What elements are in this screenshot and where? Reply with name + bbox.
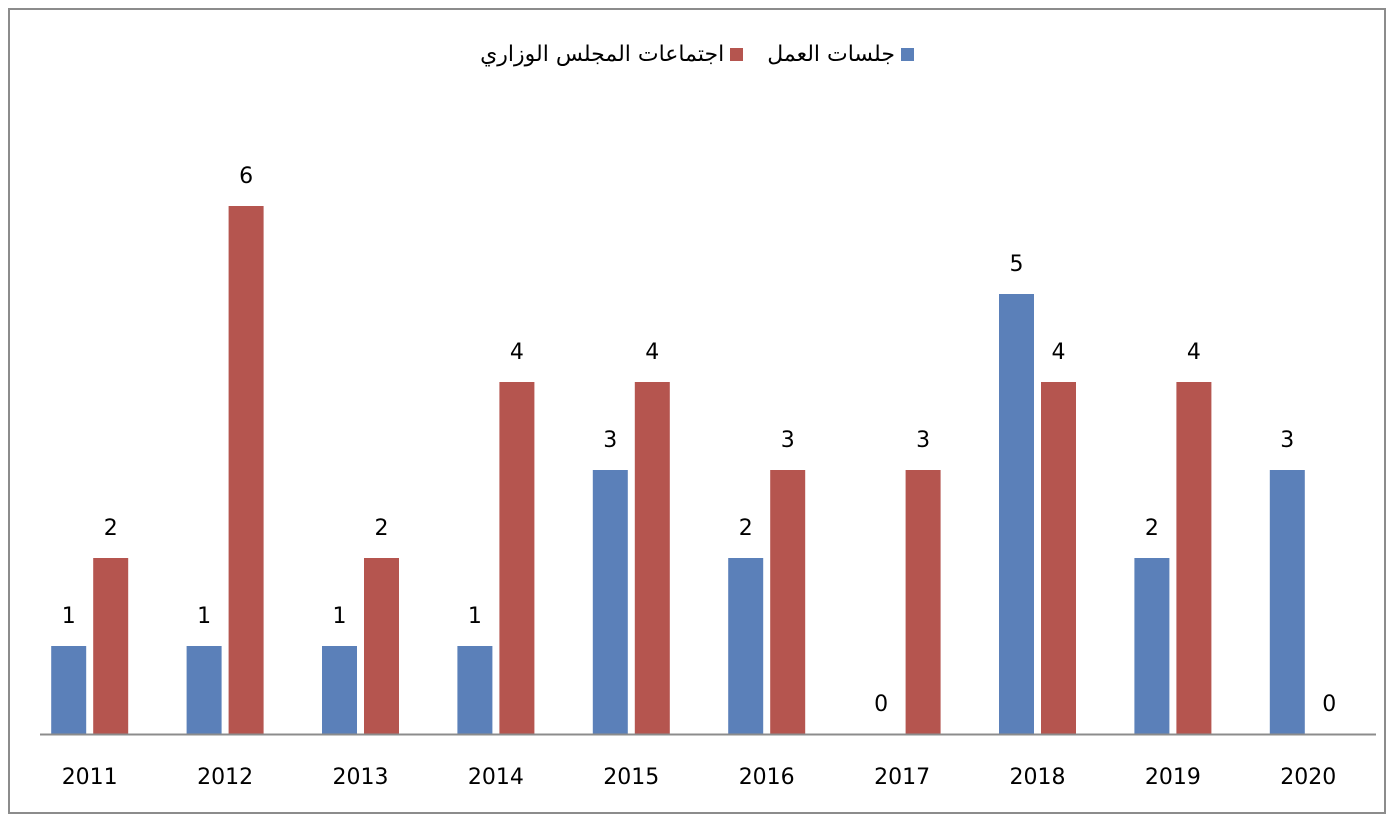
x-tick-label-2014: 2014 <box>468 765 524 790</box>
bar-work-sessions-2018 <box>999 294 1034 734</box>
data-label-work-sessions-2016: 2 <box>739 516 753 541</box>
x-tick-label-2018: 2018 <box>1010 765 1066 790</box>
bar-work-sessions-2011 <box>51 646 87 734</box>
data-label-ministerial-meetings-2019: 4 <box>1187 340 1201 365</box>
data-label-ministerial-meetings-2020: 0 <box>1322 692 1336 717</box>
bar-ministerial-meetings-2018 <box>1041 382 1076 734</box>
bar-work-sessions-2016 <box>728 558 764 734</box>
x-tick-label-2017: 2017 <box>874 765 930 790</box>
legend-swatch-ministerial-meetings <box>730 48 744 61</box>
bar-work-sessions-2014 <box>457 646 493 734</box>
bar-work-sessions-2015 <box>592 470 628 734</box>
data-label-ministerial-meetings-2011: 2 <box>104 516 118 541</box>
data-label-ministerial-meetings-2015: 4 <box>645 340 659 365</box>
legend-label-work-sessions: جلسات العمل <box>767 42 895 67</box>
data-label-work-sessions-2014: 1 <box>468 604 482 629</box>
x-tick-label-2015: 2015 <box>603 765 659 790</box>
data-label-ministerial-meetings-2018: 4 <box>1052 340 1066 365</box>
data-label-work-sessions-2018: 5 <box>1010 252 1024 277</box>
data-label-work-sessions-2020: 3 <box>1280 428 1294 453</box>
x-tick-label-2020: 2020 <box>1280 765 1336 790</box>
bar-work-sessions-2013 <box>322 646 357 734</box>
data-label-work-sessions-2015: 3 <box>603 428 617 453</box>
legend-swatch-work-sessions <box>900 48 914 61</box>
data-label-work-sessions-2019: 2 <box>1145 516 1159 541</box>
bar-ministerial-meetings-2011 <box>93 558 129 734</box>
bar-ministerial-meetings-2015 <box>634 382 670 734</box>
data-label-ministerial-meetings-2017: 3 <box>916 428 930 453</box>
data-label-ministerial-meetings-2012: 6 <box>239 164 253 189</box>
legend-label-ministerial-meetings: اجتماعات المجلس الوزاري <box>480 42 725 67</box>
data-label-work-sessions-2017: 0 <box>874 692 888 717</box>
chart-frame: جلسات العمل اجتماعات المجلس الوزاري 1 2 20… <box>8 8 1386 814</box>
bar-ministerial-meetings-2014 <box>499 382 535 734</box>
data-label-ministerial-meetings-2014: 4 <box>510 340 524 365</box>
bar-ministerial-meetings-2012 <box>228 206 264 734</box>
chart-legend: جلسات العمل اجتماعات المجلس الوزاري <box>10 42 1384 67</box>
data-label-ministerial-meetings-2013: 2 <box>375 516 389 541</box>
bar-work-sessions-2019 <box>1134 558 1170 734</box>
bar-ministerial-meetings-2016 <box>770 470 806 734</box>
data-label-ministerial-meetings-2016: 3 <box>781 428 795 453</box>
bar-ministerial-meetings-2013 <box>364 558 399 734</box>
bar-ministerial-meetings-2019 <box>1176 382 1212 734</box>
bar-ministerial-meetings-2017 <box>905 470 941 734</box>
bar-work-sessions-2020 <box>1269 470 1305 734</box>
x-tick-label-2012: 2012 <box>197 765 253 790</box>
data-label-work-sessions-2012: 1 <box>197 604 211 629</box>
legend-item-ministerial-meetings: اجتماعات المجلس الوزاري <box>480 42 744 67</box>
bar-work-sessions-2012 <box>186 646 222 734</box>
data-label-work-sessions-2013: 1 <box>333 604 347 629</box>
data-label-work-sessions-2011: 1 <box>62 604 76 629</box>
x-tick-label-2011: 2011 <box>62 765 118 790</box>
bar-chart-plot: 1220111620121220131420143420152320160320… <box>40 164 1376 790</box>
x-tick-label-2013: 2013 <box>333 765 389 790</box>
legend-item-work-sessions: جلسات العمل <box>767 42 914 67</box>
x-tick-label-2016: 2016 <box>739 765 795 790</box>
x-tick-label-2019: 2019 <box>1145 765 1201 790</box>
